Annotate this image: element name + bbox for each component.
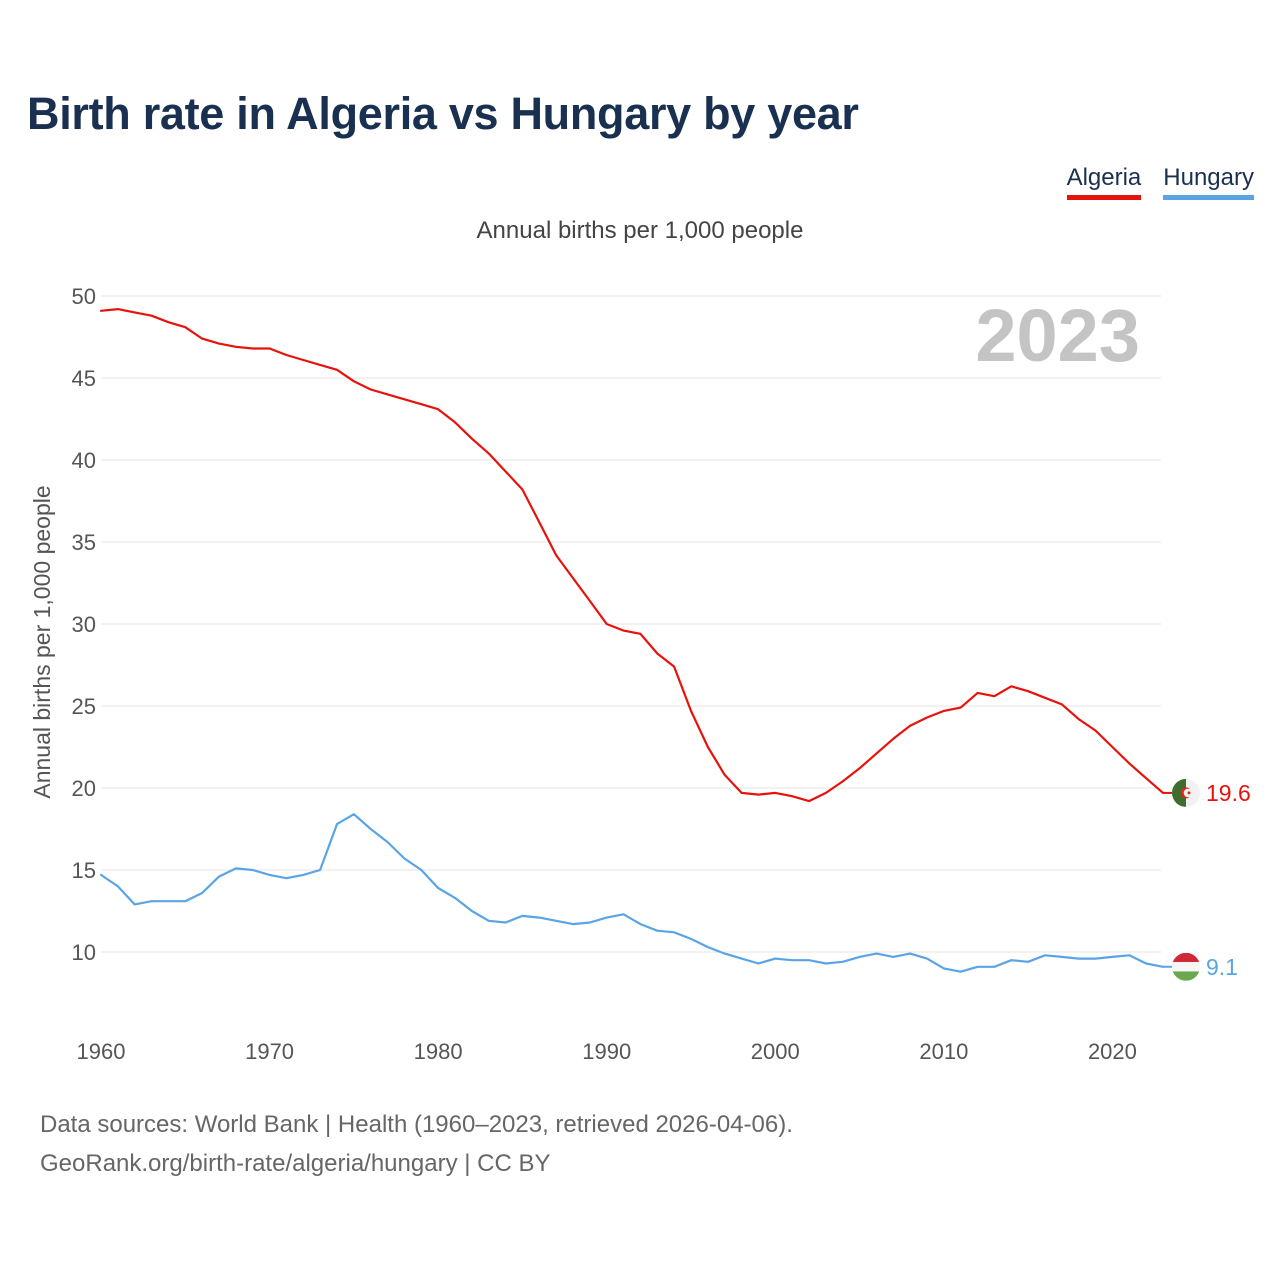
footer-credit: GeoRank.org/birth-rate/algeria/hungary |… bbox=[40, 1150, 551, 1177]
end-label-hungary: 9.1 bbox=[1206, 954, 1238, 980]
y-tick-label-40: 40 bbox=[72, 448, 96, 473]
y-tick-label-10: 10 bbox=[72, 940, 96, 965]
footer-sources: Data sources: World Bank | Health (1960–… bbox=[40, 1111, 793, 1138]
y-tick-label-30: 30 bbox=[72, 612, 96, 637]
hungary-flag-red bbox=[1172, 952, 1200, 963]
chart-subtitle: Annual births per 1,000 people bbox=[476, 217, 804, 244]
y-tick-label-25: 25 bbox=[72, 694, 96, 719]
algeria-flag-green bbox=[1172, 778, 1186, 807]
x-tick-label-2020: 2020 bbox=[1088, 1039, 1137, 1064]
y-tick-label-45: 45 bbox=[72, 366, 96, 391]
algeria-flag-icon bbox=[1172, 778, 1200, 807]
x-tick-label-1990: 1990 bbox=[582, 1039, 631, 1064]
series-line-algeria bbox=[99, 308, 1165, 803]
y-axis-label: Annual births per 1,000 people bbox=[29, 485, 55, 798]
y-tick-label-35: 35 bbox=[72, 530, 96, 555]
legend: Algeria Hungary bbox=[1066, 164, 1254, 200]
line-chart: 10 15 20 25 30 35 40 45 50 1960 1970 1980 1990 2000 20… bbox=[29, 284, 1251, 1064]
end-label-algeria: 19.6 bbox=[1206, 780, 1251, 806]
hungary-flag-white bbox=[1172, 962, 1200, 972]
y-tick-label-50: 50 bbox=[72, 284, 96, 309]
legend-item-hungary[interactable]: Hungary bbox=[1163, 164, 1254, 200]
hungary-flag-green bbox=[1172, 971, 1200, 981]
algeria-flag-star bbox=[1187, 791, 1191, 795]
y-tick-label-20: 20 bbox=[72, 776, 96, 801]
series-line-hungary bbox=[99, 813, 1165, 973]
x-tick-label-2000: 2000 bbox=[751, 1039, 800, 1064]
year-badge: 2023 bbox=[975, 294, 1140, 377]
legend-item-algeria[interactable]: Algeria bbox=[1066, 164, 1142, 200]
x-tick-label-1960: 1960 bbox=[77, 1039, 126, 1064]
x-tick-label-1980: 1980 bbox=[414, 1039, 463, 1064]
y-tick-label-15: 15 bbox=[72, 858, 96, 883]
hungary-flag-icon bbox=[1172, 952, 1200, 981]
footer: Data sources: World Bank | Health (1960–… bbox=[40, 1105, 793, 1183]
x-tick-label-2010: 2010 bbox=[919, 1039, 968, 1064]
algeria-flag-white bbox=[1186, 778, 1200, 807]
x-tick-label-1970: 1970 bbox=[245, 1039, 294, 1064]
page-title: Birth rate in Algeria vs Hungary by year bbox=[27, 88, 859, 139]
